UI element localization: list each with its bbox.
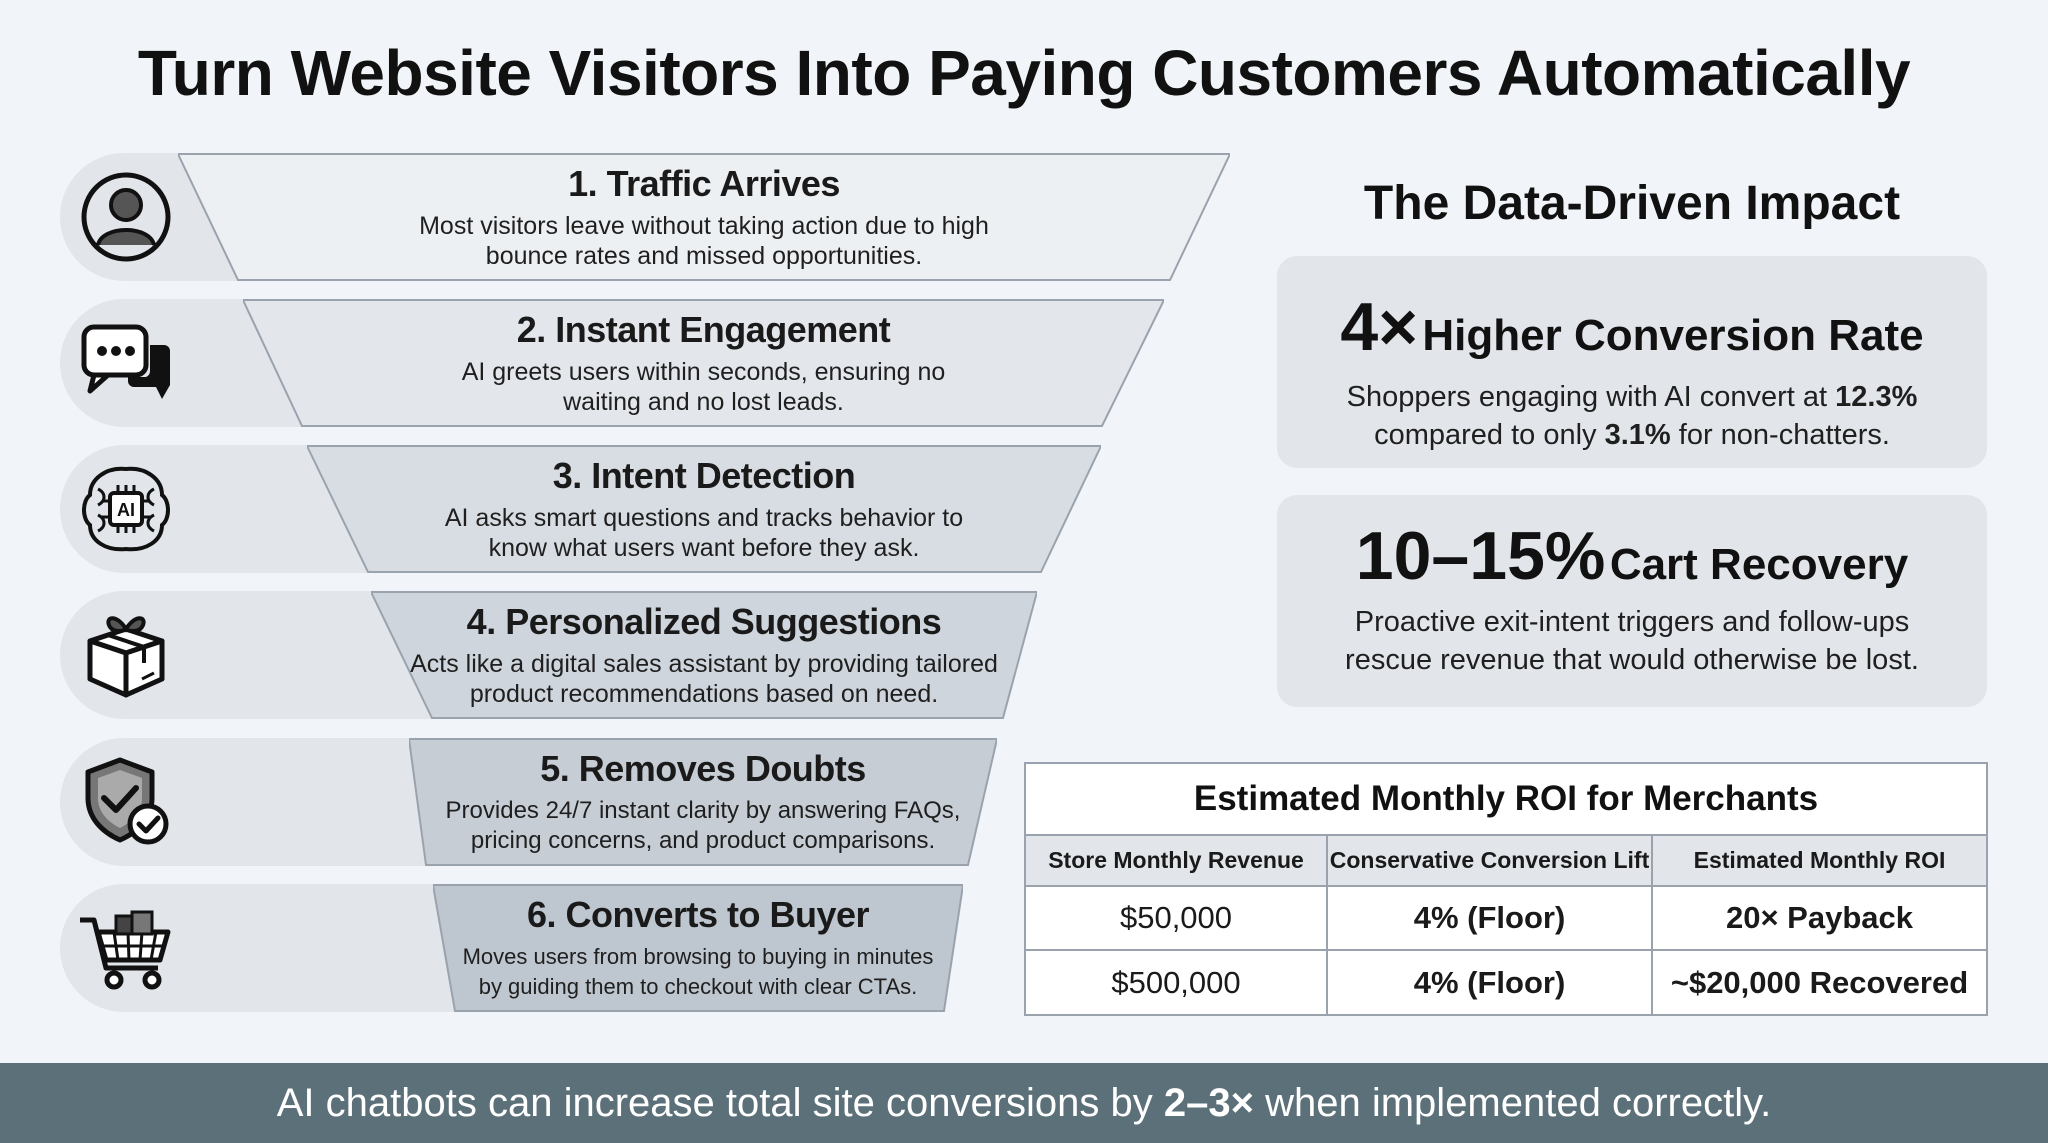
conversion-rate-card: 4× Higher Conversion Rate Shoppers engag…: [1277, 256, 1987, 468]
non-chatter-conversion-value: 3.1%: [1604, 419, 1671, 451]
roi-header-row: Store Monthly Revenue Conservative Conve…: [1026, 836, 1986, 887]
cart-recovery-line2: rescue revenue that would otherwise be l…: [1345, 644, 1919, 676]
funnel-step-description: bounce rates and missed opportunities.: [485, 242, 923, 270]
funnel-stage-text: 3. Intent Detection AI asks smart questio…: [307, 445, 1101, 573]
table-row: $50,000 4% (Floor) 20× Payback: [1026, 886, 1986, 951]
funnel-stage-block: 3. Intent Detection AI asks smart questio…: [307, 445, 1101, 573]
ai-brain-icon: AI: [76, 459, 176, 559]
funnel-stage-text: 2. Instant Engagement AI greets users wit…: [243, 299, 1164, 427]
footer-banner: AI chatbots can increase total site conv…: [0, 1063, 2048, 1143]
cart-recovery-line1: Proactive exit-intent triggers and follo…: [1354, 606, 1910, 638]
funnel-step-title: 1. Traffic Arrives: [568, 163, 840, 204]
funnel-step-description: product recommendations based on need.: [469, 680, 939, 708]
conversion-card-body: Shoppers engaging with AI convert at 12.…: [1277, 378, 1987, 454]
funnel-stage-text: 1. Traffic Arrives Most visitors leave wi…: [178, 153, 1230, 281]
cart-recovery-card: 10–15% Cart Recovery Proactive exit-inte…: [1277, 495, 1987, 707]
funnel-stage-text: 4. Personalized Suggestions Acts like a d…: [371, 591, 1037, 719]
funnel-stage-block: 2. Instant Engagement AI greets users wit…: [243, 299, 1164, 427]
funnel-stage-block: 6. Converts to Buyer Moves users from bro…: [433, 884, 963, 1012]
funnel-stage-text: 6. Converts to Buyer Moves users from bro…: [433, 884, 963, 1012]
conversion-card-heading: 4× Higher Conversion Rate: [1277, 288, 1987, 366]
roi-cell-roi: 20× Payback: [1652, 886, 1986, 951]
roi-header-roi: Estimated Monthly ROI: [1652, 836, 1986, 887]
cart-recovery-heading-text: Cart Recovery: [1609, 540, 1909, 589]
chat-bubbles-icon: [76, 313, 176, 413]
svg-text:AI: AI: [117, 500, 135, 520]
funnel-step-description: waiting and no lost leads.: [563, 388, 844, 416]
footer-text-pre: AI chatbots can increase total site conv…: [276, 1080, 1153, 1125]
roi-cell-revenue: $50,000: [1026, 886, 1328, 951]
funnel-step-title: 6. Converts to Buyer: [526, 894, 870, 935]
roi-cell-lift: 4% (Floor): [1327, 886, 1653, 951]
funnel-stage-block: 5. Removes Doubts Provides 24/7 instant c…: [409, 738, 997, 866]
funnel-step-4: 4. Personalized Suggestions Acts like a d…: [60, 591, 1230, 719]
funnel-step-title: 4. Personalized Suggestions: [466, 601, 942, 642]
shopping-cart-icon: [76, 898, 176, 998]
roi-header-lift: Conservative Conversion Lift: [1327, 836, 1653, 887]
funnel-stage-text: 5. Removes Doubts Provides 24/7 instant c…: [409, 738, 997, 866]
footer-text-post: when implemented correctly.: [1265, 1080, 1772, 1125]
roi-cell-roi: ~$20,000 Recovered: [1670, 964, 1969, 1000]
conversion-line2-suffix: for non-chatters.: [1670, 419, 1890, 451]
roi-table-panel: Estimated Monthly ROI for Merchants Stor…: [1024, 762, 1988, 1016]
page-title: Turn Website Visitors Into Paying Custom…: [137, 37, 1911, 109]
funnel-stage-block: 1. Traffic Arrives Most visitors leave wi…: [178, 153, 1230, 281]
gift-box-icon: [76, 605, 176, 705]
user-profile-icon: [76, 167, 176, 267]
cart-recovery-heading: 10–15% Cart Recovery: [1277, 517, 1987, 595]
funnel-step-description: AI greets users within seconds, ensuring…: [461, 358, 946, 386]
funnel-step-1: 1. Traffic Arrives Most visitors leave wi…: [60, 153, 1230, 281]
shield-check-icon: [76, 752, 176, 852]
funnel-step-title: 3. Intent Detection: [552, 455, 856, 496]
funnel-step-description: pricing concerns, and product comparison…: [470, 827, 936, 854]
funnel-step-description: Moves users from browsing to buying in m…: [462, 944, 934, 969]
funnel-step-6: 6. Converts to Buyer Moves users from bro…: [60, 884, 1230, 1012]
funnel-step-description: Provides 24/7 instant clarity by answeri…: [445, 797, 961, 824]
funnel-stage-block: 4. Personalized Suggestions Acts like a d…: [371, 591, 1037, 719]
funnel-step-description: Acts like a digital sales assistant by p…: [410, 650, 998, 678]
table-row: $500,000 4% (Floor) ~$20,000 Recovered: [1026, 950, 1986, 1014]
roi-cell-revenue: $500,000: [1026, 950, 1328, 1014]
funnel-step-3: AI 3. Intent Detection AI asks smart quest…: [60, 445, 1230, 573]
footer-multiplier: 2–3×: [1163, 1080, 1254, 1125]
roi-header-revenue: Store Monthly Revenue: [1026, 836, 1328, 887]
conversion-heading-text: Higher Conversion Rate: [1422, 311, 1924, 360]
conversion-line1-text: Shoppers engaging with AI convert at: [1346, 381, 1836, 413]
roi-table: Store Monthly Revenue Conservative Conve…: [1026, 836, 1986, 1014]
funnel-step-description: Most visitors leave without taking actio…: [419, 212, 989, 240]
ai-conversion-value: 12.3%: [1835, 381, 1918, 413]
funnel-step-description: by guiding them to checkout with clear C…: [478, 974, 918, 999]
cart-recovery-range: 10–15%: [1355, 518, 1606, 594]
funnel-step-description: AI asks smart questions and tracks behav…: [444, 504, 964, 532]
impact-title: The Data-Driven Impact: [1363, 177, 1901, 230]
conversion-line2-text: compared to only: [1374, 419, 1605, 451]
funnel-step-2: 2. Instant Engagement AI greets users wit…: [60, 299, 1230, 427]
roi-cell-lift: 4% (Floor): [1327, 950, 1653, 1014]
funnel-step-5: 5. Removes Doubts Provides 24/7 instant c…: [60, 738, 1230, 866]
funnel-step-title: 5. Removes Doubts: [540, 748, 866, 789]
funnel-step-description: know what users want before they ask.: [488, 534, 920, 562]
cart-recovery-body: Proactive exit-intent triggers and follo…: [1277, 603, 1987, 679]
conversion-multiplier: 4×: [1340, 289, 1418, 365]
roi-table-title: Estimated Monthly ROI for Merchants: [1026, 764, 1986, 836]
funnel-step-title: 2. Instant Engagement: [516, 309, 891, 350]
